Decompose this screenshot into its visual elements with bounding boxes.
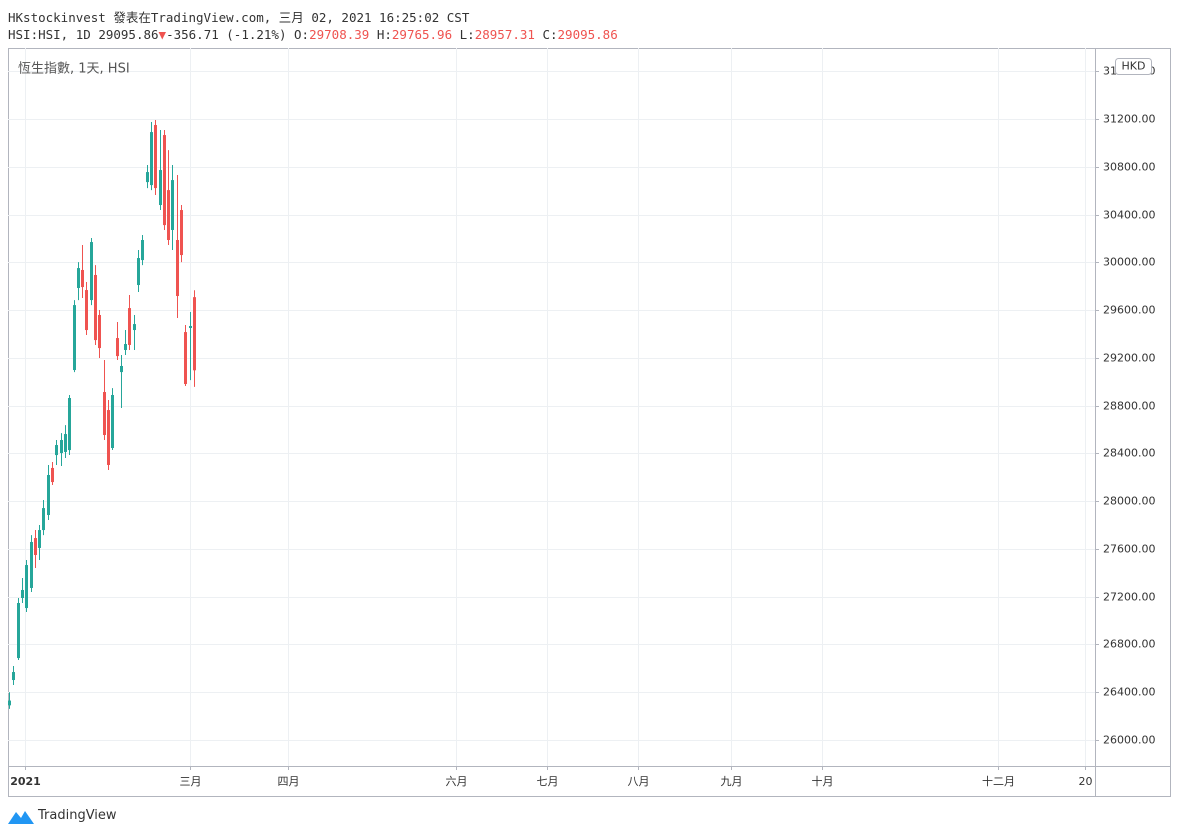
y-tick-label: 30800.00 — [1103, 161, 1156, 174]
candle-body — [189, 325, 192, 329]
high-value: 29765.96 — [391, 27, 453, 42]
y-tick-label: 27200.00 — [1103, 591, 1156, 604]
c-label: C: — [542, 27, 558, 42]
y-tick-label: 28400.00 — [1103, 447, 1156, 460]
x-tick-label: 2021 — [10, 775, 41, 788]
symbol: HSI:HSI, 1D — [8, 27, 91, 42]
o-label: O: — [294, 27, 310, 42]
header-quote: HSI:HSI, 1D 29095.86▼-356.71 (-1.21%) O:… — [8, 27, 618, 42]
candle-body — [81, 269, 84, 288]
candle-body — [111, 394, 114, 449]
candle-body — [73, 305, 76, 371]
candle-body — [167, 190, 170, 241]
logo-text: TradingView — [38, 808, 117, 823]
x-tick-label: 四月 — [278, 775, 300, 788]
y-tick-label: 27600.00 — [1103, 543, 1156, 556]
x-tick-label: 十二月 — [982, 774, 1015, 788]
candle-body — [98, 314, 101, 349]
h-label: H: — [376, 27, 392, 42]
candle-body — [90, 242, 93, 301]
candle-body — [47, 475, 50, 516]
x-tick-label: 八月 — [628, 775, 650, 788]
candle-body — [85, 290, 88, 331]
y-tick-label: 30000.00 — [1103, 256, 1156, 269]
candle-body — [8, 700, 11, 706]
candle-body — [163, 135, 166, 226]
candle-body — [77, 268, 80, 289]
candle-body — [30, 541, 33, 588]
candle-body — [38, 530, 41, 548]
y-tick-label: 28000.00 — [1103, 495, 1156, 508]
x-tick-label: 三月 — [180, 775, 202, 788]
candle-body — [42, 508, 45, 531]
frame — [8, 48, 1171, 797]
candle-body — [55, 445, 58, 456]
candle-body — [128, 308, 131, 345]
candle-body — [159, 170, 162, 206]
y-tick-label: 30400.00 — [1103, 209, 1156, 222]
candle-body — [34, 538, 37, 556]
candle-body — [154, 125, 157, 189]
y-tick-label: 28800.00 — [1103, 400, 1156, 413]
candle-body — [180, 210, 183, 256]
logo-icon — [8, 811, 34, 824]
y-tick-label: 31200.00 — [1103, 113, 1156, 126]
candle-body — [176, 240, 179, 297]
candle-body — [120, 365, 123, 373]
candle-body — [51, 467, 54, 483]
y-tick-label: 26800.00 — [1103, 638, 1156, 651]
x-tick-label: 六月 — [446, 775, 468, 788]
candle-body — [107, 410, 110, 465]
currency-box — [1115, 58, 1152, 75]
y-tick-label: 26400.00 — [1103, 686, 1156, 699]
currency: HKD — [1122, 60, 1146, 73]
candle-body — [133, 324, 136, 331]
candle-body — [21, 589, 24, 598]
candle-body — [193, 297, 196, 371]
y-tick-label: 29200.00 — [1103, 352, 1156, 365]
candle-body — [137, 258, 140, 286]
l-label: L: — [459, 27, 475, 42]
x-tick-label: 20 — [1079, 775, 1093, 788]
candle-body — [103, 392, 106, 436]
x-tick-label: 七月 — [537, 775, 559, 788]
candle-body — [141, 240, 144, 261]
x-tick-label: 九月 — [721, 775, 743, 788]
candle-body — [94, 274, 97, 341]
low-value: 28957.31 — [474, 27, 535, 42]
chart-legend: 恆生指數, 1天, HSI — [18, 62, 130, 77]
candle-body — [146, 172, 149, 183]
close-value: 29095.86 — [557, 27, 618, 42]
last-price: 29095.86 — [98, 27, 159, 42]
candle-body — [60, 440, 63, 454]
y-tick-label: 26000.00 — [1103, 734, 1156, 747]
candle-body — [150, 132, 153, 186]
header-line: HKstockinvest 發表在TradingView.com, 三月 02,… — [8, 10, 470, 25]
down-arrow: ▼ — [158, 27, 167, 42]
candle-body — [64, 434, 67, 452]
candle-body — [184, 332, 187, 385]
x-tick-label: 十月 — [812, 774, 834, 788]
candle-body — [68, 397, 71, 451]
candle-body — [124, 344, 127, 350]
candle-body — [116, 338, 119, 357]
candle-body — [25, 565, 28, 609]
change: -356.71 (-1.21%) — [166, 27, 287, 42]
open-value: 29708.39 — [309, 27, 370, 42]
candle-body — [17, 603, 20, 659]
candle-body — [12, 672, 15, 681]
candle-body — [171, 180, 174, 230]
y-tick-label: 29600.00 — [1103, 304, 1156, 317]
